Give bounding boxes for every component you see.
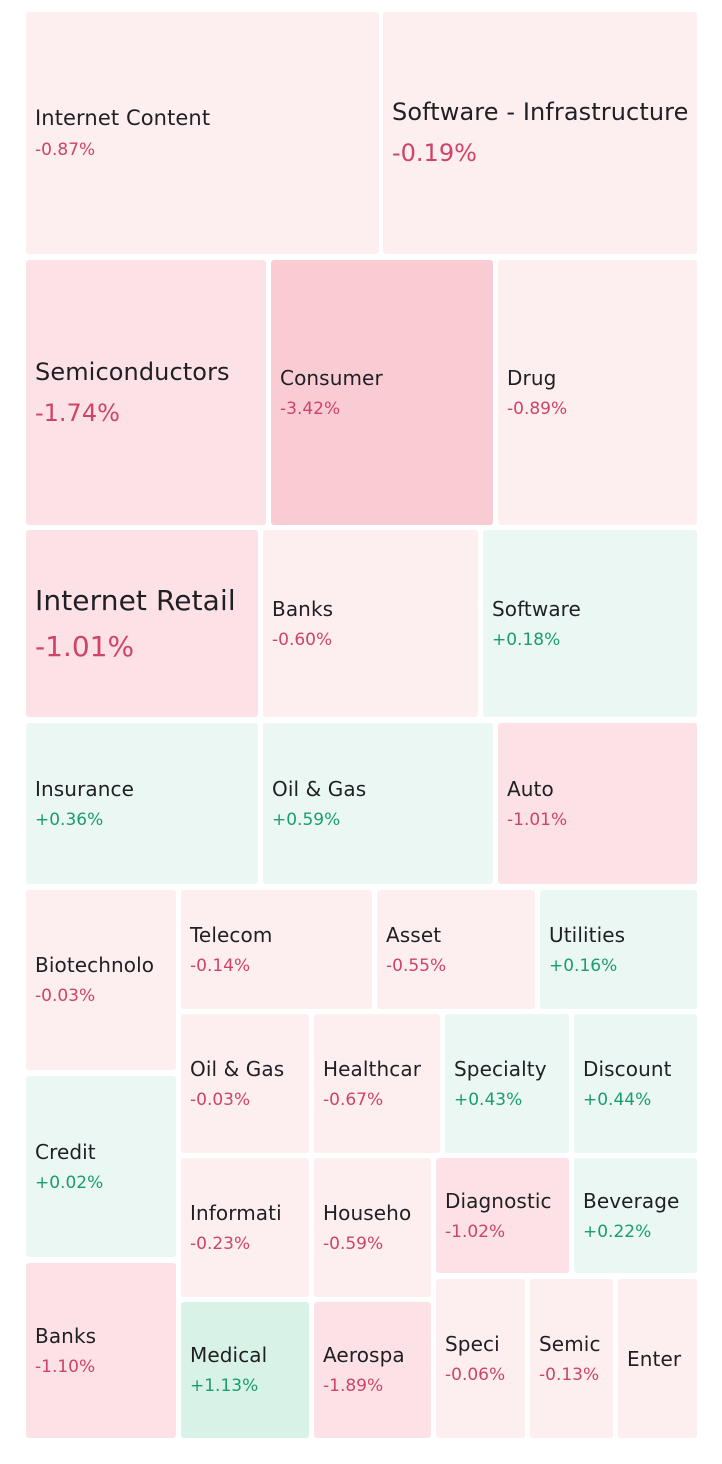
tile-change: -1.01% xyxy=(35,629,135,663)
tile-change: -0.55% xyxy=(386,955,447,976)
tile-specialty[interactable]: Specialty +0.43% xyxy=(445,1014,569,1153)
tile-label: Oil & Gas xyxy=(190,1056,285,1081)
tile-change: +0.59% xyxy=(272,809,341,830)
tile-change: -1.02% xyxy=(445,1221,506,1242)
tile-change: -1.74% xyxy=(35,398,120,427)
tile-label: Enter xyxy=(627,1346,682,1371)
tile-banks-regional[interactable]: Banks -1.10% xyxy=(26,1263,176,1438)
tile-telecom[interactable]: Telecom -0.14% xyxy=(181,890,372,1009)
tile-discount[interactable]: Discount +0.44% xyxy=(574,1014,697,1153)
tile-change: +0.02% xyxy=(35,1172,104,1193)
tile-change: -0.13% xyxy=(539,1364,600,1385)
tile-label: Medical xyxy=(190,1343,268,1368)
tile-change: -0.87% xyxy=(35,139,96,160)
tile-auto[interactable]: Auto -1.01% xyxy=(498,723,697,884)
tile-label: Banks xyxy=(35,1323,97,1348)
tile-change: +0.18% xyxy=(492,629,561,650)
tile-internet-content[interactable]: Internet Content -0.87% xyxy=(26,12,379,254)
tile-credit[interactable]: Credit +0.02% xyxy=(26,1076,176,1257)
tile-drug[interactable]: Drug -0.89% xyxy=(498,260,697,525)
tile-biotechnology[interactable]: Biotechnolo -0.03% xyxy=(26,890,176,1070)
tile-change: -0.06% xyxy=(445,1364,506,1385)
tile-change: +0.36% xyxy=(35,809,104,830)
tile-change: -0.67% xyxy=(323,1089,384,1110)
tile-label: Internet Content xyxy=(35,105,211,130)
tile-label: Credit xyxy=(35,1139,96,1164)
tile-change: -3.42% xyxy=(280,398,341,419)
tile-label: Utilities xyxy=(549,922,626,947)
tile-insurance[interactable]: Insurance +0.36% xyxy=(26,723,258,884)
tile-label: Auto xyxy=(507,776,554,801)
tile-medical[interactable]: Medical +1.13% xyxy=(181,1302,309,1438)
tile-label: Informati xyxy=(190,1200,282,1225)
tile-label: Drug xyxy=(507,365,557,390)
tile-change: -0.60% xyxy=(272,629,333,650)
tile-asset[interactable]: Asset -0.55% xyxy=(377,890,535,1009)
tile-label: Oil & Gas xyxy=(272,776,367,801)
tile-enter[interactable]: Enter xyxy=(618,1279,697,1438)
tile-label: Internet Retail xyxy=(35,583,236,617)
tile-label: Househo xyxy=(323,1200,412,1225)
tile-change: -1.89% xyxy=(323,1376,384,1397)
tile-label: Asset xyxy=(386,922,442,947)
tile-label: Discount xyxy=(583,1056,672,1081)
tile-semic[interactable]: Semic -0.13% xyxy=(530,1279,613,1438)
tile-label: Telecom xyxy=(190,922,273,947)
tile-software[interactable]: Software +0.18% xyxy=(483,530,697,717)
tile-label: Software xyxy=(492,596,581,621)
tile-information[interactable]: Informati -0.23% xyxy=(181,1158,309,1297)
tile-change: +0.16% xyxy=(549,955,618,976)
tile-label: Software - Infrastructure xyxy=(392,98,689,127)
tile-change: -0.23% xyxy=(190,1233,251,1254)
tile-label: Banks xyxy=(272,596,334,621)
tile-change: +1.13% xyxy=(190,1376,259,1397)
tile-internet-retail[interactable]: Internet Retail -1.01% xyxy=(26,530,258,717)
tile-semiconductors[interactable]: Semiconductors -1.74% xyxy=(26,260,266,525)
tile-label: Specialty xyxy=(454,1056,547,1081)
tile-change: -0.19% xyxy=(392,139,477,167)
tile-change: -1.01% xyxy=(507,809,568,830)
tile-utilities[interactable]: Utilities +0.16% xyxy=(540,890,697,1009)
tile-healthcare[interactable]: Healthcar -0.67% xyxy=(314,1014,440,1153)
tile-label: Semic xyxy=(539,1331,601,1356)
tile-change: -0.59% xyxy=(323,1233,384,1254)
tile-change: -0.03% xyxy=(35,986,96,1007)
tile-label: Diagnostic xyxy=(445,1188,552,1213)
tile-label: Biotechnolo xyxy=(35,953,155,978)
tile-speci[interactable]: Speci -0.06% xyxy=(436,1279,525,1438)
tile-label: Aerospa xyxy=(323,1343,405,1368)
tile-consumer[interactable]: Consumer -3.42% xyxy=(271,260,493,525)
tile-label: Insurance xyxy=(35,776,135,801)
tile-label: Beverage xyxy=(583,1188,680,1213)
tile-oil-gas-2[interactable]: Oil & Gas -0.03% xyxy=(181,1014,309,1153)
tile-label: Healthcar xyxy=(323,1056,422,1081)
tile-label: Speci xyxy=(445,1331,500,1356)
tile-beverage[interactable]: Beverage +0.22% xyxy=(574,1158,697,1273)
tile-change: -0.89% xyxy=(507,398,568,419)
tile-oil-gas[interactable]: Oil & Gas +0.59% xyxy=(263,723,493,884)
tile-change: -1.10% xyxy=(35,1356,96,1377)
tile-label: Consumer xyxy=(280,365,383,390)
tile-software-infrastructure[interactable]: Software - Infrastructure -0.19% xyxy=(383,12,697,254)
tile-label: Semiconductors xyxy=(35,357,230,386)
tile-change: +0.43% xyxy=(454,1089,523,1110)
tile-change: -0.03% xyxy=(190,1089,251,1110)
tile-aerospace[interactable]: Aerospa -1.89% xyxy=(314,1302,431,1438)
tile-diagnostic[interactable]: Diagnostic -1.02% xyxy=(436,1158,569,1273)
tile-change: +0.22% xyxy=(583,1221,652,1242)
tile-household[interactable]: Househo -0.59% xyxy=(314,1158,431,1297)
tile-change: -0.14% xyxy=(190,955,251,976)
tile-change: +0.44% xyxy=(583,1089,652,1110)
tile-banks[interactable]: Banks -0.60% xyxy=(263,530,478,717)
